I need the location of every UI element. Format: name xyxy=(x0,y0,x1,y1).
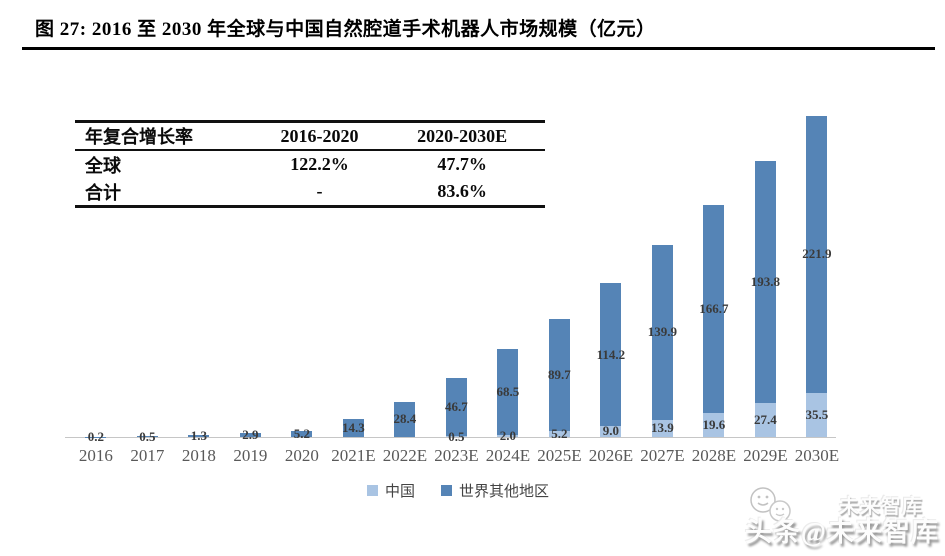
total-cagr-2020-2030e: 83.6% xyxy=(437,181,487,201)
x-axis-label: 2028E xyxy=(691,446,737,465)
bar-segment-world xyxy=(754,161,776,403)
smiley-faces-logo xyxy=(750,487,791,522)
bar-segment-world xyxy=(445,378,467,437)
total-cagr-2016-2020: - xyxy=(316,181,323,201)
bar-label-world: 114.2 xyxy=(596,346,626,362)
bar-label-world: 68.5 xyxy=(496,383,520,399)
global-cagr-2016-2020: 122.2% xyxy=(290,154,349,174)
bar-label-world: 46.7 xyxy=(445,399,468,415)
bar-label-world: 1.3 xyxy=(190,428,208,444)
bar-label-world: 221.9 xyxy=(802,246,832,262)
x-axis-label: 2023E xyxy=(434,446,479,465)
x-axis-label: 2027E xyxy=(640,446,685,465)
bar-segment-china xyxy=(703,412,725,437)
watermark: 未来智库 头条@未来智库 xyxy=(711,487,941,552)
legend-item-rest-of-world: 世界其他地区 xyxy=(441,480,549,501)
bar-segment-world xyxy=(136,436,158,437)
bar-segment-world xyxy=(651,245,673,420)
bar-label-china: 2.0 xyxy=(499,427,517,443)
bar-segment-china xyxy=(806,392,828,437)
legend-item-china: 中国 xyxy=(366,480,415,501)
bar-segment-world xyxy=(394,401,416,437)
row-label-global: 全球 xyxy=(85,155,121,176)
bar-segment-world xyxy=(703,204,725,413)
x-axis-label: 2025E xyxy=(537,446,582,465)
x-axis-label: 2017 xyxy=(130,446,165,465)
figure-title: 图 27: 2016 至 2030 年全球与中国自然腔道手术机器人市场规模（亿元… xyxy=(35,19,656,40)
x-axis-label: 2019 xyxy=(233,446,268,465)
x-axis-label: 2024E xyxy=(485,446,531,465)
bar-label-china: 19.6 xyxy=(702,416,726,432)
bar-label-world: 0.5 xyxy=(139,428,156,444)
bar-segment-china xyxy=(754,402,776,437)
x-axis-label: 2029E xyxy=(743,446,788,465)
china-legend-swatch xyxy=(366,485,378,496)
x-axis-label: 2020 xyxy=(284,446,319,465)
bar-label-china: 5.2 xyxy=(551,425,568,441)
title-divider xyxy=(22,47,935,50)
bar-label-china: 9.0 xyxy=(602,423,620,439)
bar-label-world: 139.9 xyxy=(647,324,678,340)
bar-label-world: 2.9 xyxy=(242,427,259,443)
bar-segment-china xyxy=(445,436,467,437)
bar-segment-china xyxy=(548,430,570,437)
x-axis-label: 2018 xyxy=(181,446,216,465)
bar-segment-world xyxy=(239,433,261,437)
chart-legend: 中国 世界其他地区 xyxy=(0,480,916,501)
bar-segment-world xyxy=(291,430,313,437)
bar-label-china: 27.4 xyxy=(754,411,777,427)
bar-segment-china xyxy=(497,434,519,437)
row-label-total: 合计 xyxy=(85,182,121,203)
bar-segment-world xyxy=(188,435,210,437)
watermark-text: 头条@未来智库 xyxy=(744,517,939,547)
bar-label-world: 28.4 xyxy=(393,411,417,427)
x-axis-label: 2021E xyxy=(331,446,376,465)
rest-of-world-legend-swatch xyxy=(441,485,452,496)
x-axis-label: 2022E xyxy=(382,446,428,465)
cagr-header-2016-2020: 2016-2020 xyxy=(280,125,359,146)
cagr-table: 年复合增长率 2016-2020 2020-2030E 全球 122.2% 47… xyxy=(75,120,545,208)
rest-of-world-legend-label: 世界其他地区 xyxy=(459,484,550,500)
global-cagr-2020-2030e: 47.7% xyxy=(437,154,487,174)
bar-segment-china xyxy=(651,419,673,437)
bar-segment-world xyxy=(342,419,364,437)
bar-segment-world xyxy=(600,283,622,426)
bar-segment-world xyxy=(497,349,519,435)
bar-label-world: 14.3 xyxy=(342,420,365,436)
china-legend-label: 中国 xyxy=(384,484,415,500)
watermark-ghost-text: 未来智库 xyxy=(839,496,923,518)
bar-segment-china xyxy=(600,425,622,437)
table-row-total: 合计 - 83.6% xyxy=(75,178,545,207)
bar-label-china: 35.5 xyxy=(805,406,829,422)
cagr-header-2020-2030e: 2020-2030E xyxy=(417,125,508,146)
bar-label-world: 193.8 xyxy=(750,273,781,289)
bar-label-world: 5.2 xyxy=(293,425,311,441)
bar-label-world: 166.7 xyxy=(699,300,729,316)
bar-label-china: 0.5 xyxy=(448,428,465,444)
x-axis-line xyxy=(65,437,836,438)
bar-label-world: 0.2 xyxy=(87,428,105,444)
x-axis-label: 2026E xyxy=(588,446,634,465)
x-axis-label: 2030E xyxy=(794,446,840,465)
table-row-global: 全球 122.2% 47.7% xyxy=(75,150,545,178)
bar-segment-world xyxy=(806,116,828,393)
bar-segment-world xyxy=(548,318,570,431)
bar-label-world: 89.7 xyxy=(548,366,571,382)
cagr-header-metric: 年复合增长率 xyxy=(85,127,193,147)
x-axis-label: 2016 xyxy=(78,446,113,465)
bar-label-china: 13.9 xyxy=(651,420,674,436)
cagr-header-row: 年复合增长率 2016-2020 2020-2030E xyxy=(75,121,545,150)
